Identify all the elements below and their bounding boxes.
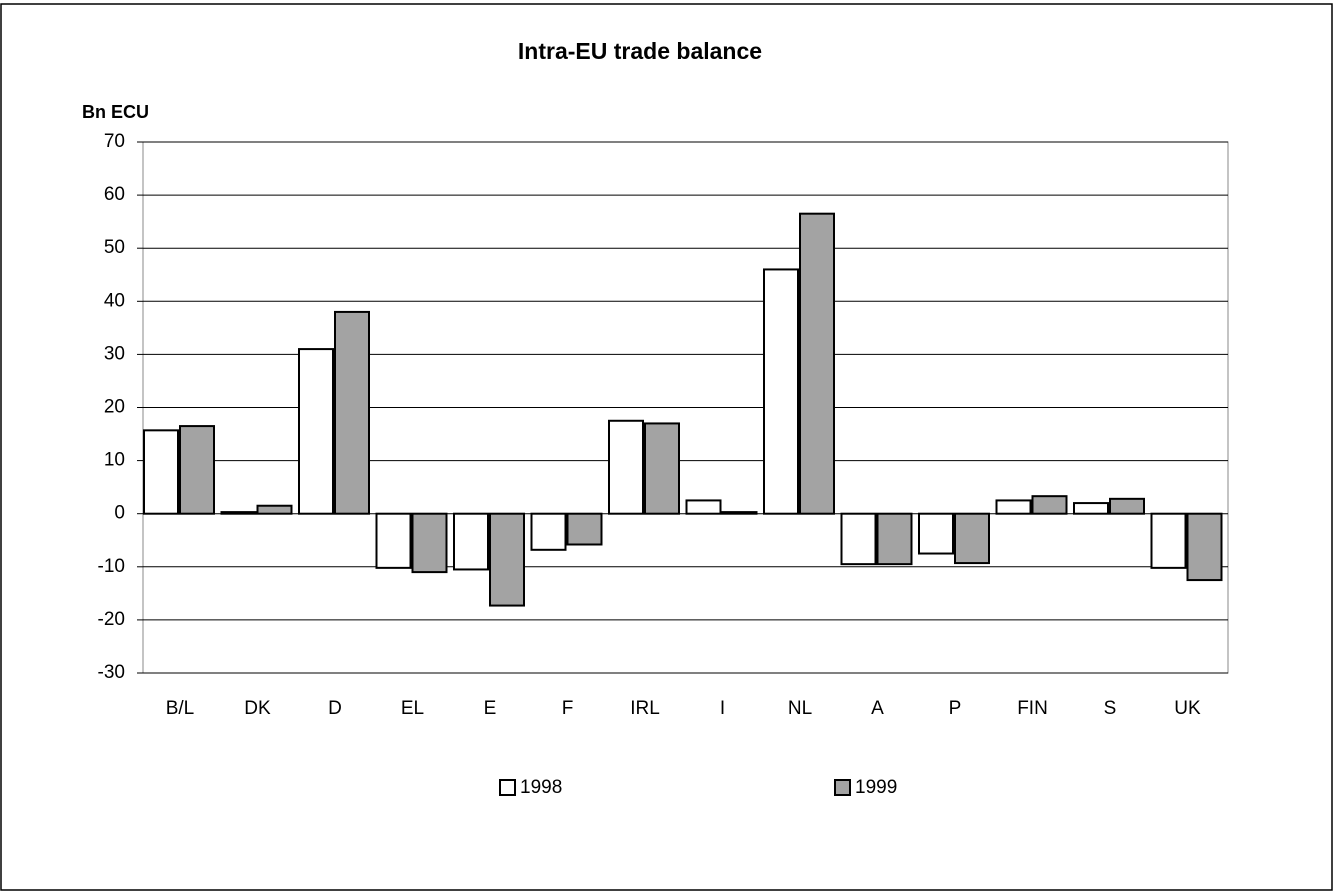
bar xyxy=(143,429,179,515)
y-tick-label: 60 xyxy=(104,184,125,205)
x-tick-label: UK xyxy=(1174,698,1201,719)
bar xyxy=(453,512,489,571)
x-tick-label: F xyxy=(562,698,574,719)
bar xyxy=(179,425,215,515)
y-tick-label: 20 xyxy=(104,397,125,418)
bar xyxy=(1150,512,1187,569)
bar xyxy=(1031,495,1068,515)
bar xyxy=(763,268,799,515)
bar xyxy=(489,512,525,607)
bar xyxy=(220,511,257,515)
bar xyxy=(954,512,990,565)
x-tick-label: DK xyxy=(244,698,271,719)
legend-swatch xyxy=(834,779,851,796)
bar xyxy=(608,419,644,515)
bar xyxy=(411,512,448,574)
bar xyxy=(1109,497,1145,515)
bar xyxy=(1186,512,1223,582)
x-tick-label: I xyxy=(720,698,725,719)
bar xyxy=(721,511,758,515)
bar xyxy=(685,499,722,515)
bar xyxy=(644,422,680,515)
legend-label: 1999 xyxy=(855,777,897,798)
bar xyxy=(298,348,334,515)
legend-swatch xyxy=(499,779,516,796)
x-tick-label: NL xyxy=(788,698,812,719)
y-tick-label: 70 xyxy=(104,131,125,152)
bar xyxy=(530,512,567,551)
bar xyxy=(256,504,293,515)
y-tick-label: 50 xyxy=(104,237,125,258)
x-tick-label: P xyxy=(949,698,962,719)
y-tick-label: 30 xyxy=(104,343,125,364)
x-tick-label: A xyxy=(871,698,884,719)
bar xyxy=(876,512,913,566)
y-tick-label: -20 xyxy=(98,609,125,630)
y-tick-label: 0 xyxy=(114,503,125,524)
bar xyxy=(1073,502,1109,515)
bar xyxy=(334,310,370,515)
y-tick-label: 40 xyxy=(104,290,125,311)
bar xyxy=(840,512,877,566)
x-tick-label: FIN xyxy=(1017,698,1048,719)
frame xyxy=(0,3,1333,891)
bar xyxy=(375,512,412,569)
legend-label: 1998 xyxy=(520,777,562,798)
y-tick-label: -30 xyxy=(98,662,125,683)
chart-title: Intra-EU trade balance xyxy=(518,38,762,64)
bar xyxy=(566,512,603,546)
bar xyxy=(799,212,835,515)
x-tick-label: E xyxy=(484,698,497,719)
x-tick-label: D xyxy=(328,698,342,719)
x-tick-label: IRL xyxy=(630,698,660,719)
bar xyxy=(995,499,1032,515)
y-tick-label: -10 xyxy=(98,556,125,577)
x-tick-label: EL xyxy=(401,698,424,719)
bar xyxy=(918,512,954,555)
y-tick-label: 10 xyxy=(104,450,125,471)
y-axis-label: Bn ECU xyxy=(82,102,149,122)
x-tick-label: S xyxy=(1104,698,1117,719)
x-tick-label: B/L xyxy=(166,698,195,719)
